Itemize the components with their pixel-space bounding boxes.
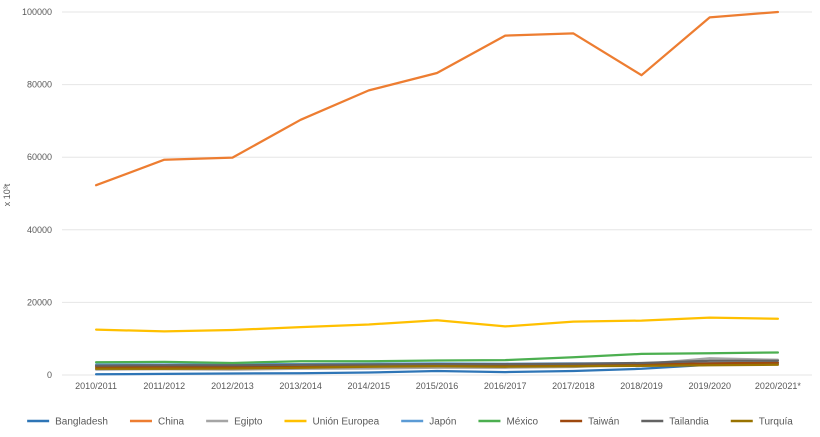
legend-label: China — [158, 417, 185, 428]
x-tick-label: 2010/2011 — [75, 381, 117, 391]
x-tick-label: 2020/2021* — [755, 381, 802, 391]
x-tick-label: 2012/2013 — [211, 381, 254, 391]
legend-item: Japón — [401, 417, 456, 428]
gridlines — [62, 11, 812, 376]
x-tick-label: 2017/2018 — [552, 381, 595, 391]
legend-label: Tailandia — [669, 417, 709, 428]
y-tick-label: 40000 — [27, 225, 52, 235]
series-line-bangladesh — [94, 362, 780, 376]
legend-label: Unión Europea — [312, 417, 379, 428]
legend-label: Japón — [429, 417, 456, 428]
legend-label: Egipto — [234, 417, 263, 428]
x-tick-label: 2011/2012 — [143, 381, 185, 391]
y-tick-label: 20000 — [27, 297, 52, 307]
legend-label: México — [506, 417, 538, 428]
series-line-m-xico — [94, 351, 780, 365]
x-axis-ticks: 2010/2011 2011/2012 2012/2013 2013/2014 2014… — [75, 381, 801, 391]
legend-item: Bangladesh — [27, 417, 108, 428]
legend-item: Tailandia — [641, 417, 709, 428]
y-tick-label: 100000 — [22, 7, 52, 17]
legend-item: Unión Europea — [284, 417, 380, 428]
series-line-tailandia — [94, 359, 780, 367]
legend-item: Taiwán — [560, 417, 619, 428]
y-tick-label: 80000 — [27, 80, 52, 90]
series-line-turqu-a — [94, 363, 780, 370]
legend-label: Turquía — [759, 417, 794, 428]
series-line-china — [94, 10, 780, 187]
x-tick-label: 2013/2014 — [279, 381, 322, 391]
y-axis-label: x 10³t — [2, 183, 12, 206]
legend: Bangladesh China Egipto Unión Europea Japón M… — [27, 417, 793, 428]
x-tick-label: 2015/2016 — [416, 381, 459, 391]
legend-item: China — [129, 417, 185, 428]
legend-label: Taiwán — [588, 417, 619, 428]
y-tick-label: 0 — [47, 370, 52, 380]
x-tick-label: 2019/2020 — [688, 381, 731, 391]
x-tick-label: 2016/2017 — [484, 381, 527, 391]
legend-item: Egipto — [206, 417, 263, 428]
legend-item: Turquía — [730, 417, 794, 428]
x-tick-label: 2014/2015 — [348, 381, 391, 391]
y-tick-label: 60000 — [27, 152, 52, 162]
x-tick-label: 2018/2019 — [620, 381, 663, 391]
legend-item: México — [478, 417, 539, 428]
series-lines — [94, 10, 780, 376]
legend-label: Bangladesh — [55, 417, 108, 428]
series-line-uni-n-europea — [94, 316, 780, 333]
y-axis-ticks: 0 20000 40000 60000 80000 100000 — [22, 7, 52, 380]
